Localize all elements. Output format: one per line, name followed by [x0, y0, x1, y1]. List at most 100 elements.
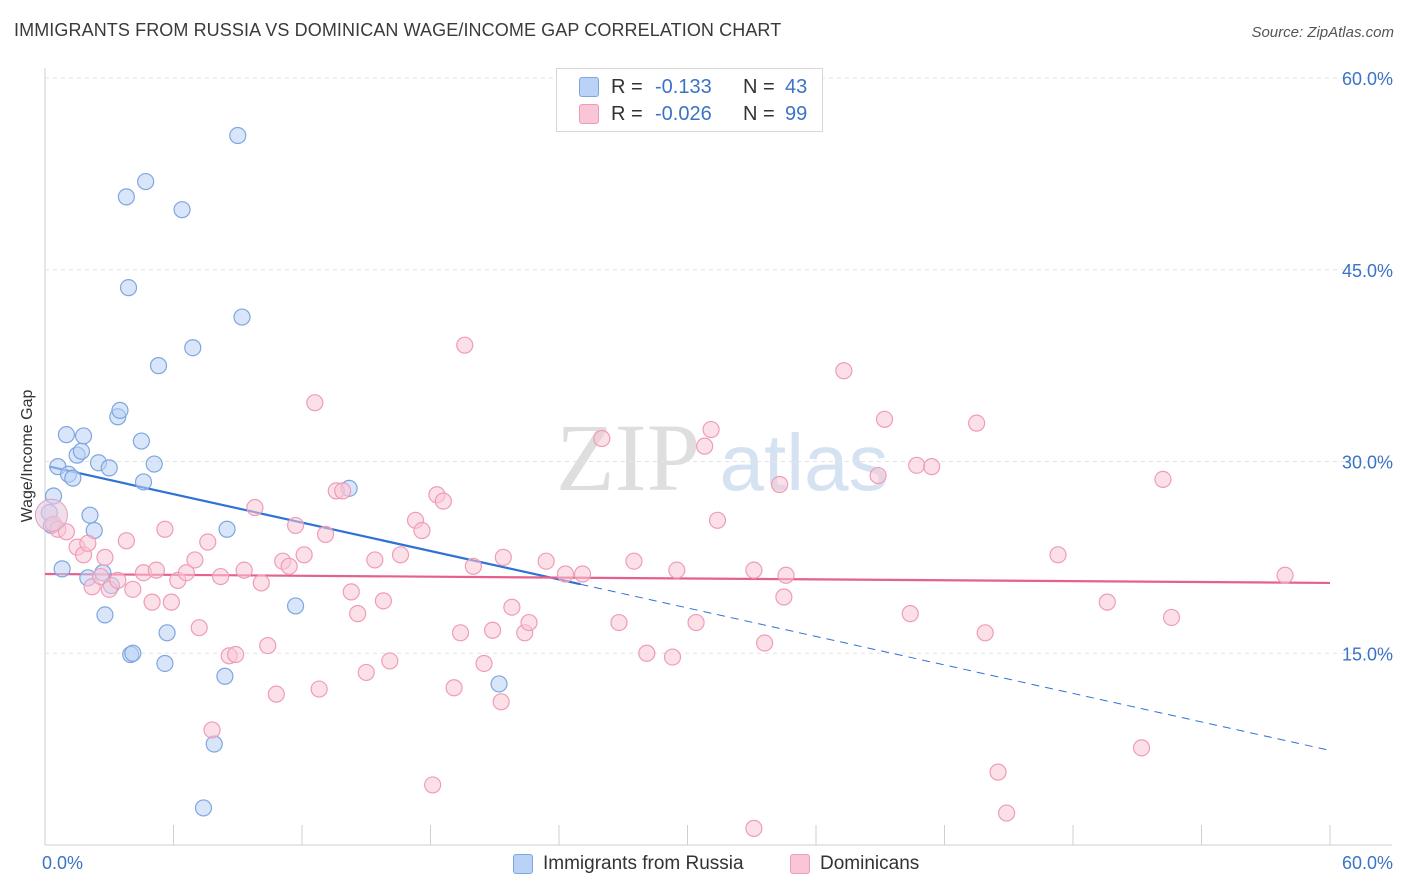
x-tick-label: 60.0% — [1342, 853, 1393, 873]
legend-item-russia[interactable]: Immigrants from Russia — [513, 852, 744, 876]
y-tick-label: 15.0% — [1342, 644, 1393, 664]
point-russia — [194, 799, 213, 817]
point-russia — [205, 735, 223, 753]
point-russia — [173, 201, 191, 219]
point-dominicans — [349, 605, 367, 623]
point-dominicans — [908, 456, 926, 474]
point-dominicans — [57, 523, 76, 541]
point-dominicans — [1049, 546, 1067, 564]
point-dominicans — [295, 546, 313, 564]
point-dominicans — [124, 580, 142, 598]
legend-swatch-dominicans — [790, 854, 810, 874]
point-dominicans — [708, 511, 727, 529]
point-dominicans — [334, 482, 352, 500]
point-dominicans — [875, 410, 894, 428]
point-dominicans — [835, 362, 853, 380]
point-dominicans — [537, 552, 555, 570]
point-dominicans — [770, 475, 789, 494]
stats-swatch-dominicans — [579, 104, 599, 124]
point-dominicans — [156, 520, 174, 538]
point-dominicans — [92, 567, 110, 586]
point-dominicans — [117, 532, 135, 550]
point-dominicans — [989, 763, 1007, 781]
point-russia — [53, 560, 71, 578]
watermark: ZIP atlas — [556, 404, 888, 511]
point-dominicans — [424, 776, 442, 794]
point-dominicans — [755, 634, 774, 652]
point-russia — [117, 188, 135, 206]
point-russia — [134, 473, 153, 491]
x-tick-label: 0.0% — [42, 853, 83, 873]
point-dominicans — [696, 437, 714, 455]
n-label: N = — [743, 75, 775, 98]
point-dominicans — [968, 414, 986, 432]
point-russia — [64, 469, 82, 487]
point-dominicans — [286, 516, 305, 535]
point-russia — [216, 667, 234, 685]
point-dominicans — [227, 645, 245, 664]
point-dominicans — [212, 567, 230, 586]
point-russia — [81, 506, 99, 524]
point-russia — [137, 172, 155, 191]
point-russia — [490, 675, 508, 693]
point-russia — [218, 520, 236, 538]
point-dominicans — [638, 644, 656, 662]
point-dominicans — [199, 533, 217, 551]
point-dominicans — [573, 565, 592, 583]
tick-labels: 15.0% 30.0% 45.0% 60.0% 0.0% 60.0% — [42, 69, 1393, 873]
point-dominicans — [143, 593, 161, 611]
point-dominicans — [593, 429, 611, 448]
point-russia — [111, 401, 129, 419]
legend-item-dominicans[interactable]: Dominicans — [790, 852, 919, 876]
point-russia — [119, 279, 138, 297]
trend-line-russia-extension — [580, 583, 1331, 751]
point-russia — [158, 624, 176, 642]
point-dominicans — [520, 613, 538, 632]
point-dominicans — [702, 420, 720, 439]
point-dominicans — [625, 552, 643, 570]
point-dominicans — [556, 565, 575, 583]
point-dominicans — [252, 574, 270, 592]
point-dominicans — [668, 561, 686, 579]
point-dominicans — [246, 498, 264, 517]
point-dominicans — [96, 548, 114, 566]
point-dominicans — [391, 546, 410, 564]
point-dominicans — [456, 336, 474, 354]
point-dominicans — [1276, 566, 1294, 584]
legend-label-russia: Immigrants from Russia — [543, 853, 744, 874]
point-dominicans — [366, 551, 384, 569]
trend-line-russia — [49, 465, 581, 586]
point-dominicans — [203, 721, 221, 739]
legend-swatch-russia — [513, 854, 533, 874]
point-dominicans — [109, 571, 127, 589]
point-dominicans — [475, 654, 493, 673]
point-dominicans — [259, 636, 277, 655]
point-dominicans — [901, 605, 919, 623]
legend-label-dominicans: Dominicans — [820, 853, 920, 874]
point-russia — [100, 459, 118, 477]
point-russia — [233, 308, 251, 326]
point-dominicans — [177, 564, 195, 582]
point-russia — [57, 426, 76, 444]
n-value: 43 — [785, 75, 808, 98]
point-dominicans — [310, 680, 328, 698]
point-dominicans — [687, 613, 705, 632]
n-value: 99 — [785, 102, 808, 125]
watermark-zip: ZIP — [556, 404, 700, 511]
point-dominicans — [267, 685, 285, 703]
data-points — [34, 126, 1294, 837]
point-dominicans — [745, 819, 763, 837]
point-dominicans — [79, 534, 97, 552]
point-russia — [124, 644, 142, 662]
point-russia — [286, 597, 305, 615]
point-dominicans — [235, 561, 253, 579]
source-label: Source: ZipAtlas.com — [1251, 24, 1394, 41]
point-dominicans — [381, 652, 399, 670]
point-cluster — [34, 498, 68, 532]
point-dominicans — [464, 557, 482, 575]
point-dominicans — [342, 583, 360, 601]
point-dominicans — [494, 548, 512, 566]
point-dominicans — [186, 551, 204, 569]
point-dominicans — [445, 679, 463, 697]
